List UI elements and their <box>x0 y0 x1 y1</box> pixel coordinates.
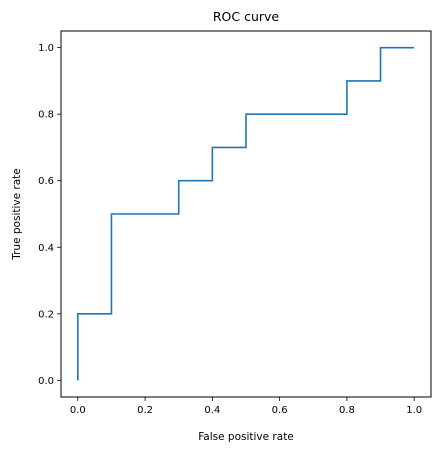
y-axis: 0.0 0.2 0.4 0.6 0.8 1.0 <box>38 43 61 387</box>
x-tick-label: 0.4 <box>204 405 220 416</box>
y-tick-label: 0.8 <box>38 110 54 121</box>
plot-area <box>77 46 415 381</box>
roc-series-line <box>77 46 415 381</box>
x-axis: 0.0 0.2 0.4 0.6 0.8 1.0 <box>70 397 422 416</box>
x-tick-label: 0.6 <box>272 405 288 416</box>
x-tick-label: 0.2 <box>137 405 153 416</box>
y-tick-label: 0.0 <box>38 376 54 387</box>
x-axis-label: False positive rate <box>198 431 294 443</box>
y-tick-label: 0.6 <box>38 176 54 187</box>
x-tick-label: 0.8 <box>339 405 355 416</box>
x-tick-label: 0.0 <box>70 405 86 416</box>
y-axis-label: True positive rate <box>11 168 23 261</box>
y-tick-label: 0.2 <box>38 309 54 320</box>
y-tick-label: 0.4 <box>38 243 54 254</box>
plot-frame <box>60 30 432 398</box>
x-tick-label: 1.0 <box>406 405 422 416</box>
y-tick-label: 1.0 <box>38 43 54 54</box>
chart-title: ROC curve <box>213 9 280 24</box>
